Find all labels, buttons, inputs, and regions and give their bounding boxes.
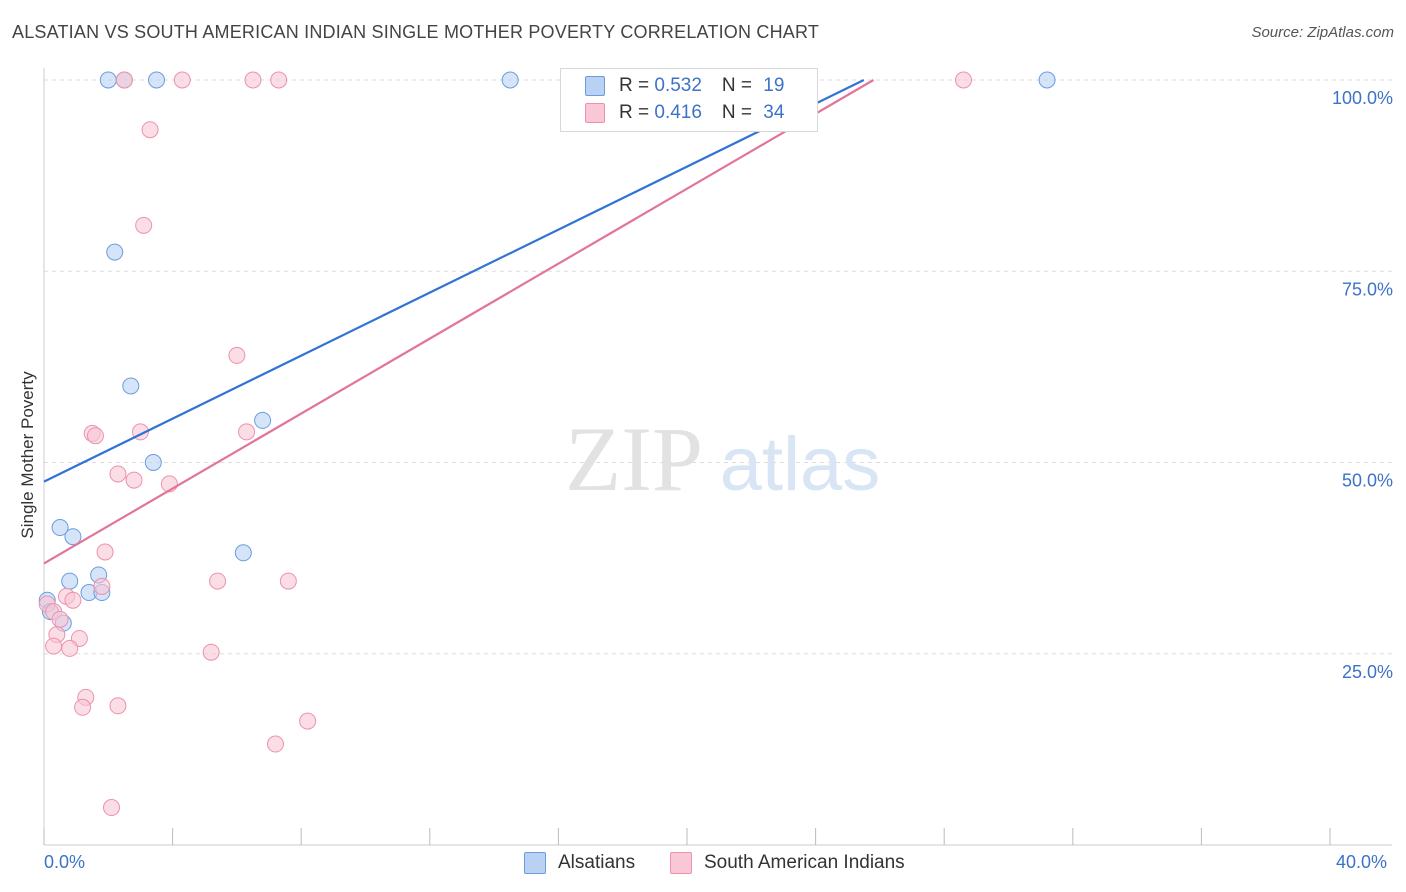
series-legend: Alsatians South American Indians (0, 852, 1406, 878)
point-alsatians (64, 528, 82, 546)
point-south-american-indians (86, 427, 104, 445)
y-tick-label: 100.0% (1332, 88, 1393, 108)
r-value: 0.416 (654, 102, 702, 123)
watermark-zip: ZIP (565, 408, 703, 510)
blue-swatch (585, 76, 605, 96)
point-south-american-indians (299, 712, 317, 730)
watermark-atlas: atlas (720, 422, 881, 507)
r-label: R = (619, 102, 655, 123)
point-south-american-indians (109, 697, 127, 715)
x-tick-label-max: 40.0% (1336, 852, 1388, 872)
point-south-american-indians (244, 71, 262, 89)
x-tick-label-min: 0.0% (44, 852, 86, 872)
point-south-american-indians (45, 637, 63, 655)
point-south-american-indians (96, 543, 114, 561)
chart-title: ALSATIAN VS SOUTH AMERICAN INDIAN SINGLE… (12, 22, 820, 42)
n-label: N = (721, 102, 758, 123)
point-south-american-indians (238, 423, 256, 441)
legend-item-alsatians[interactable]: Alsatians (524, 852, 635, 874)
point-south-american-indians (141, 121, 159, 139)
point-south-american-indians (61, 639, 79, 657)
legend-label: South American Indians (704, 852, 905, 873)
point-alsatians (106, 243, 124, 261)
point-south-american-indians (279, 572, 297, 590)
point-south-american-indians (135, 216, 153, 234)
correlation-legend: R = 0.532 N = 19 R = 0.416 N = 34 (560, 68, 818, 132)
blue-swatch (524, 852, 546, 874)
point-south-american-indians (270, 71, 288, 89)
pink-swatch (670, 852, 692, 874)
n-value: 34 (763, 102, 785, 123)
point-south-american-indians (266, 735, 284, 753)
point-alsatians (51, 519, 69, 537)
point-alsatians (234, 544, 252, 562)
point-alsatians (148, 71, 166, 89)
point-south-american-indians (173, 71, 191, 89)
trendline-south-american-indians (43, 79, 875, 565)
point-south-american-indians (93, 577, 111, 595)
trendline-alsatians (43, 79, 865, 483)
y-tick-label: 50.0% (1342, 471, 1393, 491)
y-tick-label: 75.0% (1342, 279, 1393, 299)
legend-item-south-american-indians[interactable]: South American Indians (670, 852, 905, 874)
legend-label: Alsatians (558, 852, 636, 873)
n-label: N = (721, 75, 758, 96)
point-south-american-indians (115, 71, 133, 89)
point-alsatians (99, 71, 117, 89)
point-south-american-indians (228, 346, 246, 364)
n-value: 19 (763, 75, 785, 96)
source-label: Source: ZipAtlas.com (1251, 24, 1394, 41)
pink-swatch (585, 103, 605, 123)
point-alsatians (501, 71, 519, 89)
r-label: R = (619, 75, 655, 96)
r-value: 0.532 (654, 75, 702, 96)
point-south-american-indians (109, 465, 127, 483)
point-alsatians (144, 454, 162, 471)
point-alsatians (61, 572, 79, 590)
point-south-american-indians (202, 643, 220, 661)
point-alsatians (122, 377, 140, 395)
point-south-american-indians (74, 698, 92, 716)
legend-row-south-american-indians: R = 0.416 N = 34 (585, 101, 785, 125)
point-south-american-indians (209, 572, 227, 590)
point-south-american-indians (954, 71, 972, 89)
legend-row-alsatians: R = 0.532 N = 19 (585, 74, 785, 98)
point-south-american-indians (51, 610, 69, 628)
point-south-american-indians (103, 799, 121, 817)
point-alsatians (1038, 71, 1056, 89)
point-alsatians (254, 411, 272, 429)
point-south-american-indians (125, 471, 143, 489)
y-tick-label: 25.0% (1342, 662, 1393, 682)
point-south-american-indians (64, 591, 82, 609)
